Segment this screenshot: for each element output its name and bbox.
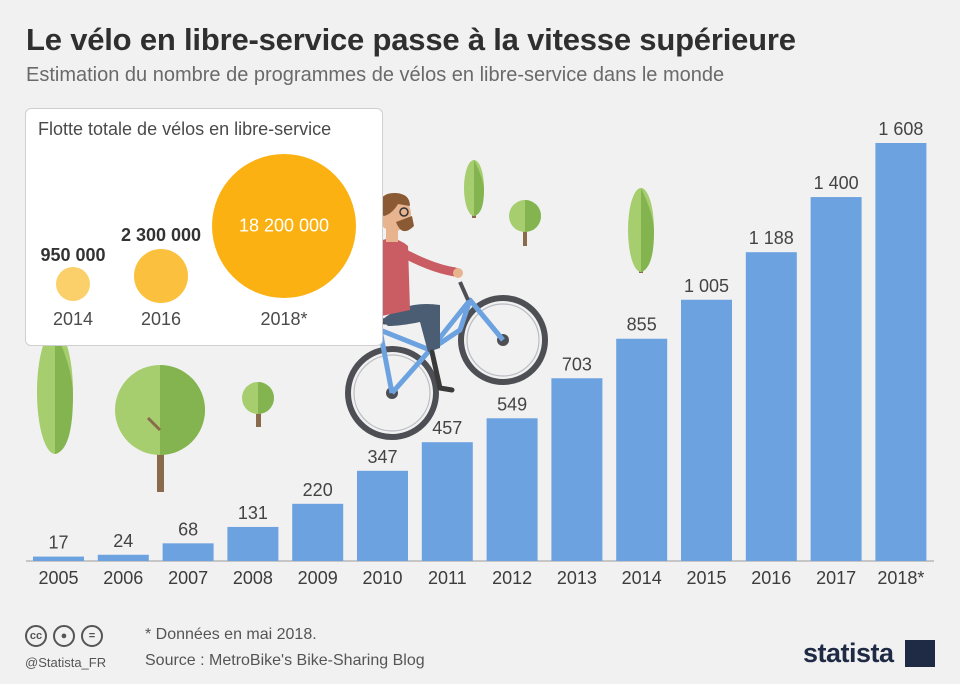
bar-value-label: 1 608 (878, 119, 923, 139)
bar-value-label: 1 188 (749, 228, 794, 248)
tree-icon (115, 365, 205, 492)
bar-2018 (875, 143, 927, 561)
bubble-year-label: 2016 (140, 309, 182, 329)
bar-2010 (357, 470, 408, 561)
bubble-year-label: 2018* (260, 309, 308, 329)
x-tick-label: 2012 (492, 568, 532, 588)
bar-value-label: 347 (367, 447, 397, 467)
x-tick-label: 2013 (557, 568, 597, 588)
page-subtitle: Estimation du nombre de programmes de vé… (26, 64, 725, 86)
bar-value-label: 131 (238, 503, 268, 523)
bubble-value-label: 18 200 000 (238, 215, 330, 236)
bar-2009 (292, 503, 344, 561)
statista-logo-mark (905, 640, 935, 667)
tree-icon (464, 160, 484, 218)
bar-2014 (616, 338, 668, 561)
bar-2006 (97, 554, 149, 561)
bar-value-label: 549 (497, 394, 527, 414)
x-tick-label: 2017 (816, 568, 856, 588)
page-title: Le vélo en libre-service passe à la vite… (26, 22, 796, 57)
x-tick-label: 2007 (168, 568, 208, 588)
bar-value-label: 220 (303, 480, 333, 500)
bubble-value-label: 950 000 (40, 245, 106, 265)
tree-icon (242, 382, 274, 427)
bar-2005 (33, 556, 84, 561)
bars-group (33, 143, 927, 562)
bar-2015 (681, 299, 732, 561)
no-derivatives-icon: = (81, 625, 103, 647)
inset-title: Flotte totale de vélos en libre-service (38, 119, 332, 139)
bar-value-label: 17 (48, 533, 68, 553)
cyclist-illustration (345, 192, 548, 440)
license-icons: cc ● = (25, 625, 103, 647)
x-tick-label: 2005 (38, 568, 78, 588)
source-text: Source : MetroBike's Bike-Sharing Blog (145, 652, 425, 669)
tick-labels-group: 2005 2006 2007 2008 2009 2010 2011 2012 2013 2014… (38, 568, 924, 588)
value-labels-group: 17 24 68 131 220 347 457 549 703 855 1 005 1 188 1 4… (48, 119, 923, 553)
tree-icon (628, 188, 654, 273)
statista-logo: statista (803, 638, 894, 668)
x-tick-label: 2018* (877, 568, 924, 588)
bubble-value-label: 2 300 000 (120, 225, 202, 245)
bubble-2014 (56, 267, 90, 301)
social-handle: @Statista_FR (25, 655, 107, 670)
bar-2016 (745, 252, 797, 561)
bar-value-label: 1 400 (814, 173, 859, 193)
bar-value-label: 457 (432, 418, 462, 438)
footnote: * Données en mai 2018. (145, 626, 317, 643)
x-tick-label: 2009 (298, 568, 338, 588)
tree-icon (509, 200, 541, 246)
bubble-year-label: 2014 (52, 309, 94, 329)
bar-value-label: 24 (113, 531, 133, 551)
bar-2013 (551, 378, 603, 561)
bar-2017 (810, 197, 862, 562)
x-tick-label: 2016 (751, 568, 791, 588)
bubble-2016 (134, 249, 188, 303)
bar-value-label: 1 005 (684, 276, 729, 296)
x-tick-label: 2014 (622, 568, 662, 588)
bar-2012 (486, 418, 538, 561)
tree-icon (37, 330, 73, 454)
bar-value-label: 855 (627, 315, 657, 335)
bar-2007 (162, 543, 214, 561)
cc-icon: cc (25, 625, 47, 647)
bar-value-label: 68 (178, 519, 198, 539)
x-tick-label: 2008 (233, 568, 273, 588)
bar-value-label: 703 (562, 354, 592, 374)
x-tick-label: 2010 (362, 568, 402, 588)
x-tick-label: 2006 (103, 568, 143, 588)
x-tick-label: 2011 (428, 568, 467, 588)
fleet-inset-panel: Flotte totale de vélos en libre-service … (25, 108, 383, 346)
bar-2008 (227, 526, 279, 561)
attribution-icon: ● (53, 625, 75, 647)
bubble-2018 (212, 154, 356, 298)
bar-2011 (421, 442, 473, 561)
x-tick-label: 2015 (686, 568, 726, 588)
